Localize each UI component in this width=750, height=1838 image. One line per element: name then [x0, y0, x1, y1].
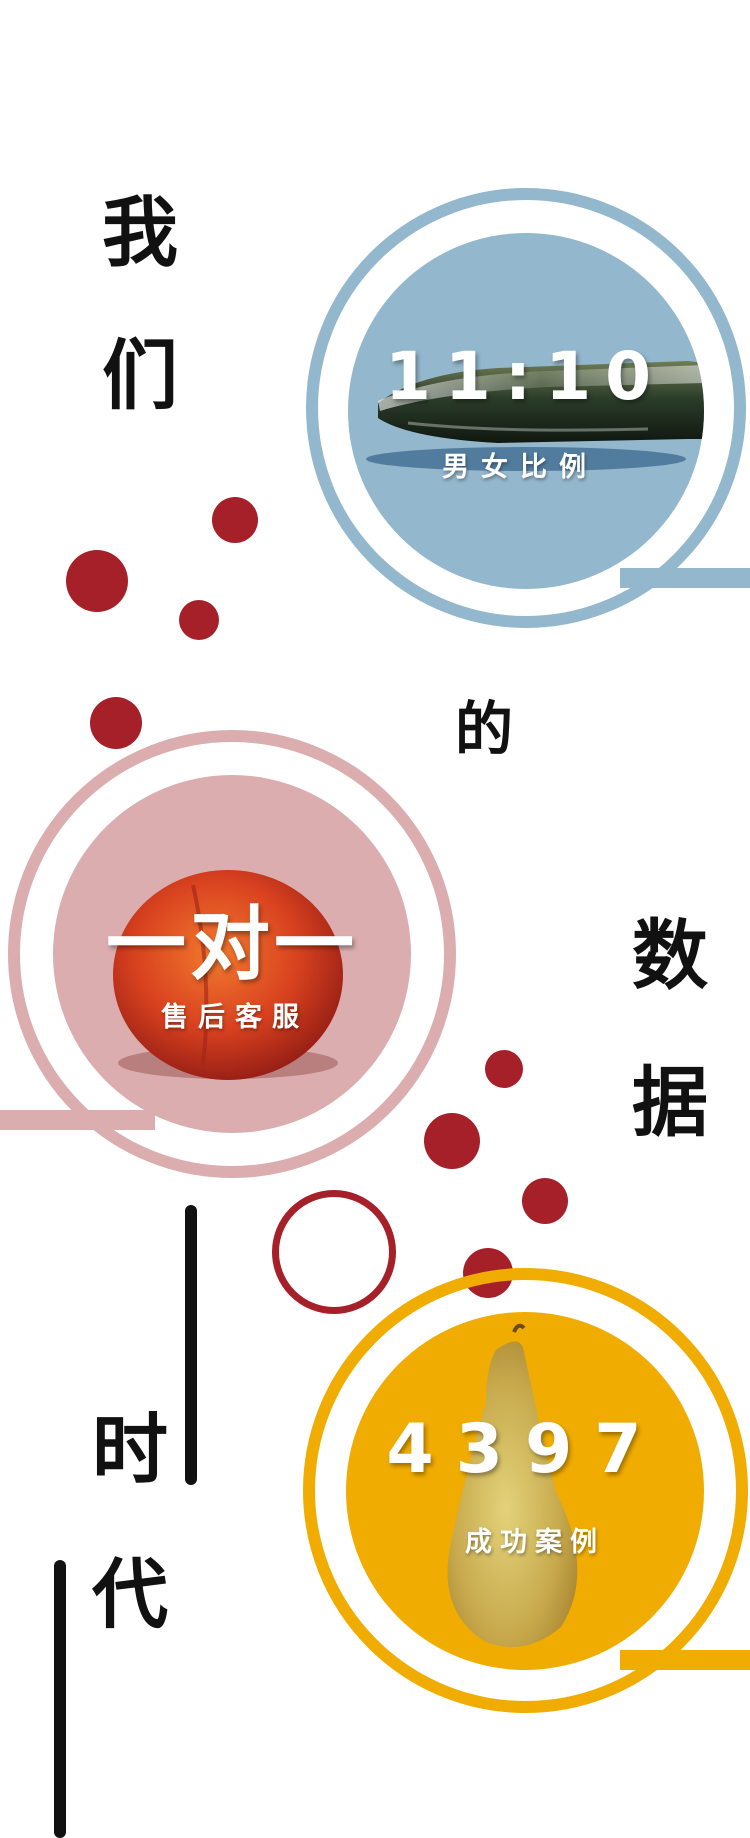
pink-bar [0, 1110, 155, 1130]
yellow-disc [346, 1312, 704, 1670]
headline-char-shu: 数 [632, 911, 708, 1000]
vertical-line [185, 1205, 197, 1485]
red-ring [272, 1190, 396, 1314]
red-dot [179, 600, 219, 640]
red-dot [424, 1113, 480, 1169]
red-dot [90, 697, 142, 749]
red-dot [522, 1178, 568, 1224]
stat-label-service: 售后客服 [161, 1002, 309, 1033]
blue-disc [348, 233, 704, 589]
stat-value-cases: 4397 [386, 1410, 664, 1489]
headline-char-dai: 代 [92, 1550, 168, 1639]
headline-char-men: 们 [102, 331, 178, 420]
headline-char-de: 的 [455, 695, 514, 763]
stat-label-ratio: 男女比例 [442, 452, 598, 483]
peach-image [113, 870, 343, 1080]
yellow-bar [620, 1650, 750, 1670]
vertical-line [54, 1560, 66, 1838]
red-dot [66, 550, 128, 612]
headline-char-wo: 我 [102, 188, 178, 277]
blue-bar [620, 568, 750, 588]
pink-disc [53, 775, 411, 1133]
stat-value-ratio: 11:10 [384, 338, 666, 415]
pear-image [447, 1323, 578, 1647]
headline-char-shi: 时 [92, 1405, 168, 1494]
red-dot [485, 1050, 523, 1088]
headline-char-ju: 据 [632, 1058, 708, 1147]
red-dot [212, 497, 258, 543]
stat-value-service: 一对一 [106, 898, 358, 991]
stat-label-cases: 成功案例 [465, 1527, 605, 1558]
cucumber-image [366, 361, 704, 471]
